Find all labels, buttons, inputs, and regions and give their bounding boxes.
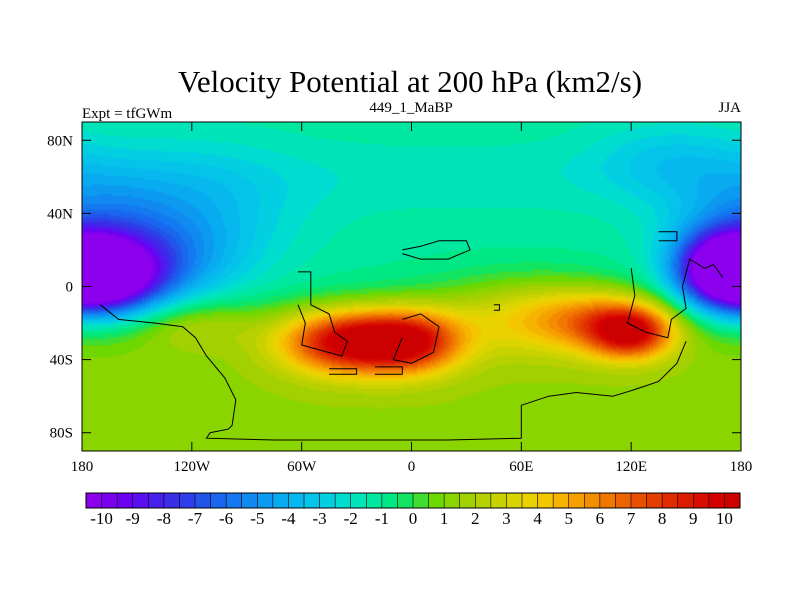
colorbar-swatch bbox=[490, 493, 507, 508]
colorbar-swatch bbox=[195, 493, 211, 508]
colorbar-label: -1 bbox=[375, 509, 389, 528]
colorbar-label: -9 bbox=[126, 509, 140, 528]
colorbar-swatch bbox=[662, 493, 679, 508]
colorbar-label: -4 bbox=[281, 509, 296, 528]
axis-ticks: 180 120W 60W 0 60E 120E 180 80N 40N 0 40S 80S bbox=[47, 122, 752, 475]
colorbar-swatch bbox=[646, 493, 663, 508]
colorbar-swatch bbox=[272, 493, 289, 508]
colorbar-swatch bbox=[210, 493, 227, 508]
coastline-asia-block bbox=[402, 240, 471, 260]
x-tick-label: 120E bbox=[615, 459, 647, 475]
colorbar-swatch bbox=[724, 493, 741, 508]
colorbar-label: -2 bbox=[344, 509, 358, 528]
colorbar-label: -6 bbox=[219, 509, 233, 528]
plot-area bbox=[81, 121, 742, 452]
colorbar-label: -7 bbox=[188, 509, 203, 528]
coastline-island-c bbox=[493, 304, 500, 311]
colorbar-swatch bbox=[631, 493, 647, 508]
x-tick-label: 120W bbox=[173, 459, 211, 475]
coastline-island-b bbox=[374, 366, 403, 375]
colorbar-label: 10 bbox=[716, 509, 733, 528]
colorbar-swatch bbox=[677, 493, 694, 508]
colorbar-label: 9 bbox=[689, 509, 698, 528]
colorbar-swatch bbox=[428, 493, 445, 508]
colorbar-label: -5 bbox=[250, 509, 264, 528]
colorbar-swatch bbox=[459, 493, 476, 508]
y-tick-label: 40N bbox=[47, 206, 73, 222]
colorbar-swatch bbox=[506, 493, 523, 508]
coastline-south-america bbox=[99, 304, 687, 441]
colorbar-swatch bbox=[319, 493, 336, 508]
colorbar-swatch bbox=[381, 493, 398, 508]
colorbar-swatch bbox=[257, 493, 274, 508]
colorbar-swatch bbox=[101, 493, 118, 508]
colorbar-swatch bbox=[444, 493, 461, 508]
colorbar-label: 3 bbox=[502, 509, 511, 528]
x-tick-label: 0 bbox=[408, 459, 416, 475]
colorbar-swatch bbox=[475, 493, 492, 508]
x-tick-label: 60E bbox=[509, 459, 533, 475]
colorbar-label: 6 bbox=[596, 509, 605, 528]
colorbar-label: 0 bbox=[409, 509, 418, 528]
coastline-africa-east bbox=[392, 313, 440, 364]
y-tick-label: 0 bbox=[66, 280, 74, 296]
coastline-africa bbox=[297, 271, 349, 357]
colorbar: -10 -9 -8 -7 -6 -5 -4 -3 -2 -1 0 1 2 3 4 5 6 7 8 9 10 bbox=[85, 492, 741, 528]
colorbar-swatch bbox=[366, 493, 383, 508]
colorbar-frame bbox=[85, 492, 741, 509]
coastlines bbox=[99, 231, 724, 441]
colorbar-swatch bbox=[413, 493, 429, 508]
coastline-japan bbox=[658, 231, 678, 242]
colorbar-swatch bbox=[148, 493, 165, 508]
y-tick-label: 80S bbox=[50, 426, 73, 442]
subtitle-center: 449_1_MaBP bbox=[369, 100, 452, 116]
colorbar-swatch bbox=[599, 493, 616, 508]
colorbar-swatch bbox=[537, 493, 554, 508]
x-tick-label: 60W bbox=[287, 459, 317, 475]
colorbar-swatch bbox=[568, 493, 585, 508]
colorbar-swatch bbox=[615, 493, 632, 508]
colorbar-label: -10 bbox=[90, 509, 113, 528]
coastline-island-a bbox=[329, 368, 358, 375]
colorbar-swatch bbox=[304, 493, 320, 508]
colorbar-swatch bbox=[335, 493, 352, 508]
colorbar-label: -3 bbox=[313, 509, 327, 528]
colorbar-swatch bbox=[522, 493, 538, 508]
colorbar-swatch bbox=[288, 493, 305, 508]
colorbar-swatch bbox=[179, 493, 196, 508]
colorbar-label: 1 bbox=[440, 509, 449, 528]
x-tick-label: 180 bbox=[730, 459, 753, 475]
colorbar-label: 8 bbox=[658, 509, 667, 528]
x-tick-label: 180 bbox=[71, 459, 94, 475]
colorbar-swatch bbox=[584, 493, 601, 508]
colorbar-swatch bbox=[241, 493, 258, 508]
chart-title: Velocity Potential at 200 hPa (km2/s) bbox=[178, 64, 642, 99]
colorbar-swatch bbox=[708, 493, 725, 508]
colorbar-swatch bbox=[226, 493, 243, 508]
colorbar-label: 4 bbox=[533, 509, 542, 528]
colorbar-swatch bbox=[397, 493, 414, 508]
colorbar-label: 7 bbox=[627, 509, 636, 528]
colorbar-label: 5 bbox=[564, 509, 573, 528]
y-tick-label: 40S bbox=[50, 353, 73, 369]
colorbar-swatch bbox=[553, 493, 570, 508]
colorbar-swatch bbox=[117, 493, 134, 508]
colorbar-label: -8 bbox=[157, 509, 171, 528]
colorbar-swatch bbox=[132, 493, 149, 508]
colorbar-swatch bbox=[350, 493, 367, 508]
colorbar-swatch bbox=[163, 493, 180, 508]
colorbar-swatch bbox=[86, 493, 102, 508]
coastline-australia bbox=[626, 258, 724, 339]
colorbar-swatch bbox=[693, 493, 710, 508]
y-tick-label: 80N bbox=[47, 133, 73, 149]
velocity-potential-field bbox=[82, 122, 741, 451]
subtitle-left: Expt = tfGWm bbox=[82, 106, 172, 122]
subtitle-right: JJA bbox=[718, 100, 741, 116]
colorbar-label: 2 bbox=[471, 509, 480, 528]
